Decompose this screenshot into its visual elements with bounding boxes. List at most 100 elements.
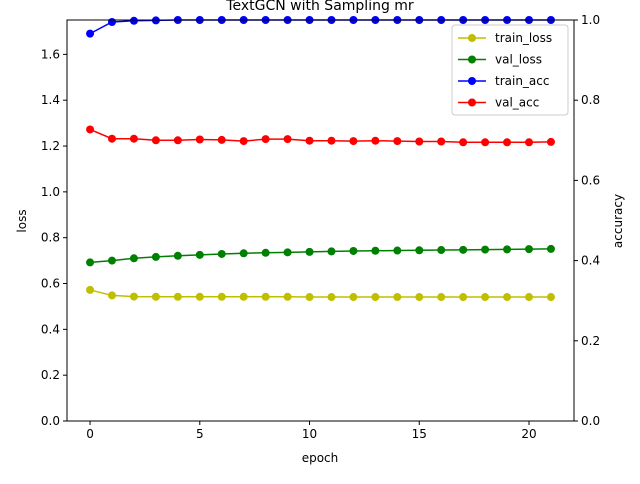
data-point-val_acc — [195, 135, 204, 144]
data-point-train_loss — [327, 293, 336, 302]
legend-marker-train_loss — [468, 34, 476, 42]
x-tick-label: 10 — [302, 427, 317, 441]
data-point-train_loss — [86, 285, 95, 294]
legend: train_loss val_loss train_acc val_acc — [451, 24, 569, 116]
data-point-train_loss — [349, 293, 358, 302]
data-point-train_loss — [129, 292, 138, 301]
data-point-val_acc — [481, 138, 490, 147]
y-tick-label-right: 0.8 — [581, 93, 600, 107]
data-point-val_acc — [107, 134, 116, 143]
data-point-train_acc — [107, 18, 116, 26]
data-point-train_acc — [129, 16, 138, 25]
y-tick-label-right: 0.6 — [581, 173, 600, 187]
data-point-val_acc — [503, 138, 512, 147]
data-point-val_acc — [151, 136, 160, 145]
data-point-val_loss — [503, 245, 512, 254]
data-point-train_loss — [437, 293, 446, 302]
data-point-val_acc — [261, 135, 270, 144]
x-tick-label: 0 — [86, 427, 94, 441]
data-point-val_loss — [525, 245, 534, 254]
data-point-val_loss — [173, 251, 182, 260]
data-point-train_loss — [261, 292, 270, 301]
axes: 0 5 10 15 20 0.0 0.2 0.4 0.6 0.8 1.0 1.2 1.4 1.6 0.0 0.… — [41, 13, 600, 441]
data-point-val_loss — [107, 256, 116, 265]
y-tick-label-right: 1.0 — [581, 13, 600, 27]
data-point-train_loss — [217, 292, 226, 301]
x-axis-label: epoch — [302, 451, 339, 465]
data-point-val_loss — [481, 245, 490, 254]
y-tick-label-left: 0.4 — [41, 322, 60, 336]
legend-label-train_acc: train_acc — [495, 74, 549, 88]
y-tick-label-left: 0.0 — [41, 414, 60, 428]
data-point-val_acc — [371, 136, 380, 145]
data-point-train_loss — [173, 292, 182, 301]
data-point-val_loss — [437, 246, 446, 255]
data-point-val_acc — [239, 137, 248, 146]
y-tick-label-left: 1.6 — [41, 47, 60, 61]
data-point-val_loss — [239, 249, 248, 258]
y-tick-label-left: 0.2 — [41, 368, 60, 382]
data-point-val_loss — [393, 246, 402, 255]
x-tick-label: 5 — [196, 427, 204, 441]
legend-label-val_acc: val_acc — [495, 96, 539, 110]
data-point-train_loss — [107, 291, 116, 300]
x-tick-label: 15 — [412, 427, 427, 441]
y-tick-label-right: 0.0 — [581, 414, 600, 428]
data-point-val_acc — [459, 138, 468, 147]
data-point-train_loss — [195, 292, 204, 301]
data-point-val_acc — [393, 137, 402, 146]
data-point-train_loss — [305, 293, 314, 302]
data-point-val_loss — [283, 248, 292, 257]
chart-title: TextGCN with Sampling mr — [225, 0, 414, 14]
y-axis-label-right: accuracy — [611, 194, 625, 248]
data-point-val_acc — [129, 134, 138, 143]
data-point-val_loss — [86, 258, 95, 267]
data-point-train_loss — [393, 293, 402, 302]
data-point-train_loss — [481, 293, 490, 302]
y-tick-label-left: 1.2 — [41, 139, 60, 153]
y-tick-label-left: 1.4 — [41, 93, 60, 107]
data-point-val_acc — [546, 137, 555, 146]
plot-area — [86, 16, 555, 302]
data-point-val_loss — [217, 249, 226, 258]
data-point-val_loss — [129, 254, 138, 263]
legend-label-val_loss: val_loss — [495, 53, 542, 67]
data-point-train_acc — [86, 29, 95, 38]
data-point-val_acc — [437, 137, 446, 146]
data-point-val_loss — [195, 250, 204, 259]
data-point-train_loss — [459, 293, 468, 302]
y-tick-label-left: 0.6 — [41, 277, 60, 291]
data-point-train_loss — [151, 292, 160, 301]
data-point-val_acc — [173, 136, 182, 145]
data-point-val_acc — [327, 136, 336, 145]
data-point-val_loss — [459, 245, 468, 254]
x-tick-label: 20 — [521, 427, 536, 441]
data-point-val_acc — [525, 138, 534, 147]
data-point-train_loss — [546, 293, 555, 302]
data-point-val_loss — [371, 246, 380, 255]
data-point-val_acc — [305, 136, 314, 145]
legend-label-train_loss: train_loss — [495, 31, 552, 45]
data-point-val_loss — [305, 247, 314, 256]
y-tick-label-right: 0.2 — [581, 334, 600, 348]
data-point-val_loss — [151, 252, 160, 261]
plot-frame — [66, 19, 575, 422]
series-line-train_loss — [89, 289, 551, 298]
legend-marker-val_acc — [468, 98, 476, 107]
data-point-val_acc — [349, 137, 358, 146]
data-point-val_loss — [415, 246, 424, 255]
data-point-train_loss — [371, 293, 380, 302]
data-point-val_loss — [261, 248, 270, 257]
data-point-val_acc — [283, 135, 292, 144]
data-point-val_acc — [217, 135, 226, 144]
y-tick-label-left: 0.8 — [41, 231, 60, 245]
data-point-val_loss — [327, 247, 336, 256]
data-point-val_acc — [415, 137, 424, 146]
data-point-train_loss — [239, 292, 248, 301]
data-point-train_loss — [283, 292, 292, 301]
series-line-val_loss — [89, 248, 551, 264]
legend-marker-val_loss — [468, 55, 476, 64]
data-point-val_loss — [546, 244, 555, 253]
data-point-val_loss — [349, 246, 358, 255]
